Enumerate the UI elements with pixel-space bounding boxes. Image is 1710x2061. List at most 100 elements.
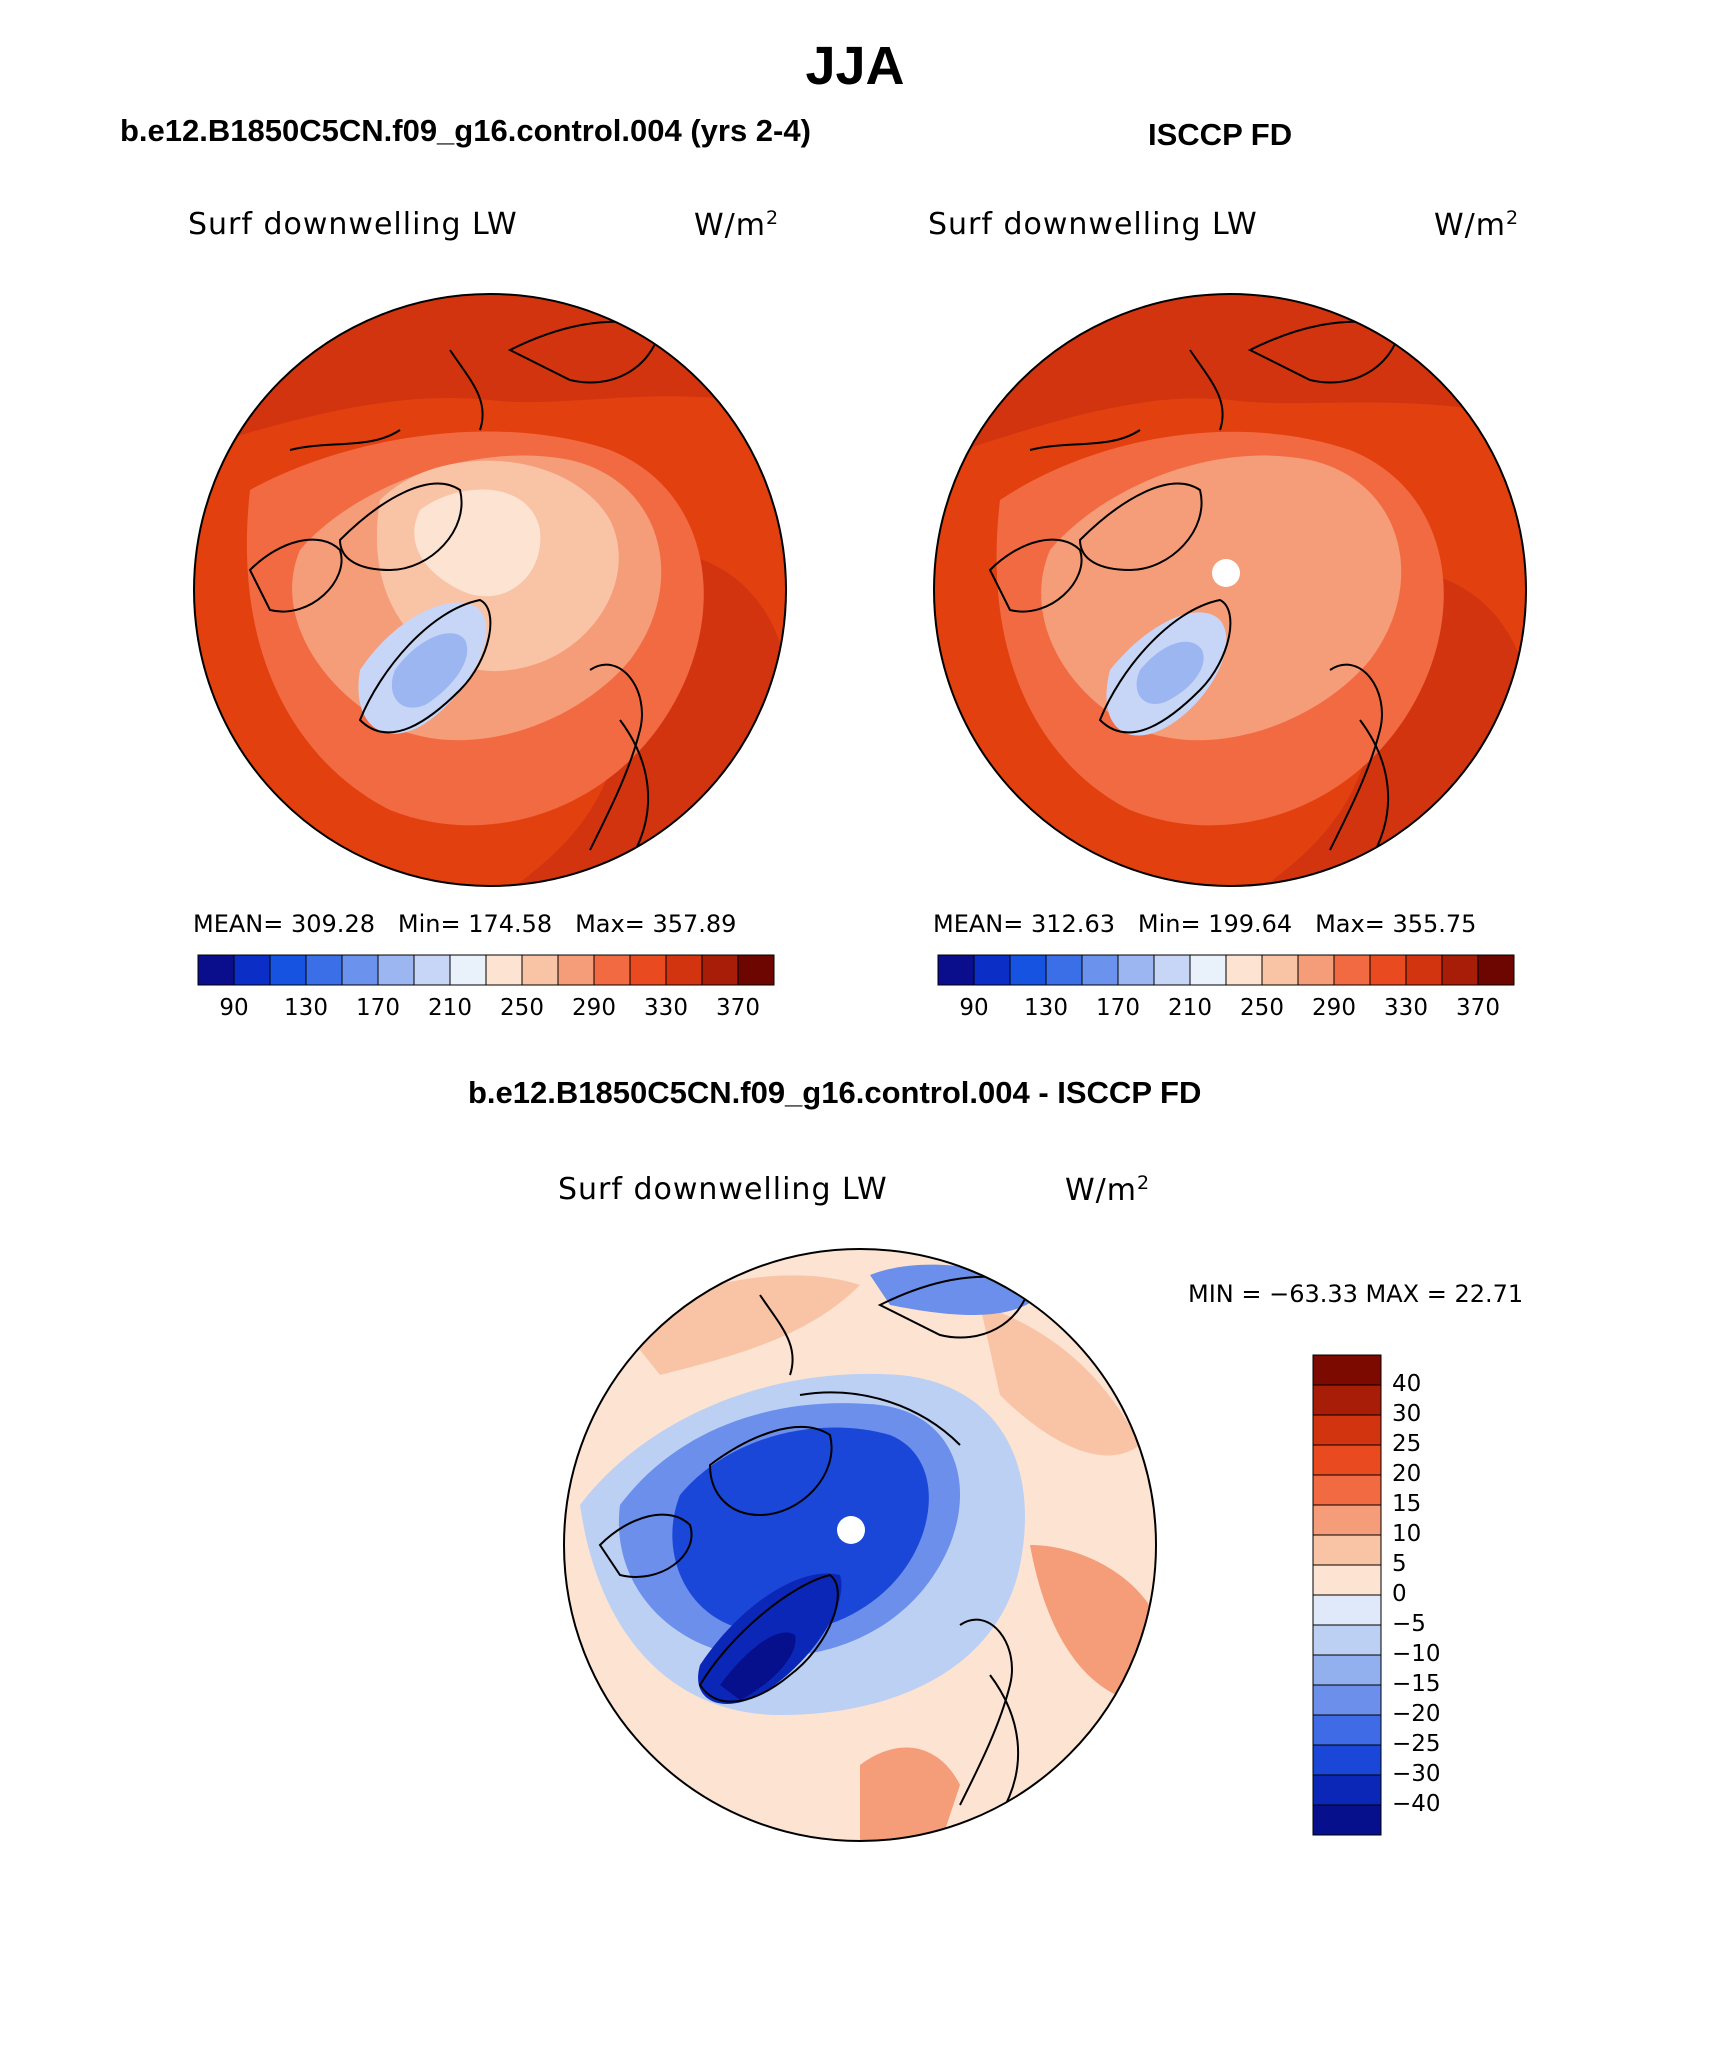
- colorbar-swatch-obs-13: [1405, 954, 1443, 986]
- diff-panel-header: b.e12.B1850C5CN.f09_g16.control.004 - IS…: [468, 1075, 1202, 1110]
- figure-title: JJA: [805, 36, 905, 96]
- colorbar-swatch-model-5: [377, 954, 415, 986]
- diff-variable-label: Surf downwelling LW: [558, 1172, 888, 1207]
- obs-polar-map: [933, 293, 1527, 887]
- colorbar-tick-label: 130: [1024, 995, 1068, 1021]
- colorbar-tick-label: 210: [428, 995, 472, 1021]
- diff-field-pos-ne: [980, 1305, 1140, 1456]
- colorbar-swatch-model-9: [521, 954, 559, 986]
- colorbar-swatch-model-2: [269, 954, 307, 986]
- colorbar-tick-label: 90: [219, 995, 249, 1021]
- diff-colorbar-tick-label: −30: [1392, 1761, 1441, 1787]
- diff-colorbar-swatch-9: [1312, 1624, 1382, 1656]
- diff-colorbar-swatch-13: [1312, 1744, 1382, 1776]
- obs-panel-header: ISCCP FD: [1148, 117, 1293, 152]
- obs-colorbar: [937, 954, 1515, 986]
- colorbar-swatch-obs-7: [1189, 954, 1227, 986]
- colorbar-swatch-obs-0: [937, 954, 975, 986]
- model-stats: MEAN= 309.28 Min= 174.58 Max= 357.89: [193, 910, 737, 938]
- model-polar-map: [193, 293, 787, 887]
- diff-colorbar-swatch-15: [1312, 1804, 1382, 1836]
- diff-colorbar-tick-label: −5: [1392, 1611, 1426, 1637]
- diff-coastlines: [598, 1275, 1032, 1816]
- model-field-greenland-core: [391, 633, 468, 708]
- diff-colorbar-swatch-0: [1312, 1354, 1382, 1386]
- colorbar-swatch-obs-8: [1225, 954, 1263, 986]
- colorbar-tick-label: 250: [500, 995, 544, 1021]
- model-colorbar: [197, 954, 775, 986]
- colorbar-swatch-model-6: [413, 954, 451, 986]
- colorbar-tick-label: 130: [284, 995, 328, 1021]
- obs-units-label: W/m2: [1434, 207, 1520, 243]
- diff-colorbar-tick-label: 0: [1392, 1581, 1407, 1607]
- diff-minmax: MIN = −63.33 MAX = 22.71: [1188, 1280, 1524, 1308]
- diff-colorbar-swatch-14: [1312, 1774, 1382, 1806]
- diff-field-pos-east: [1030, 1545, 1156, 1705]
- obs-coastlines: [988, 320, 1402, 861]
- model-colorbar-ticks: 90 130 170 210 250 290 330 370: [198, 995, 774, 1025]
- diff-colorbar-tick-label: −25: [1392, 1731, 1441, 1757]
- diff-colorbar-tick-label: 25: [1392, 1431, 1422, 1457]
- colorbar-swatch-obs-11: [1333, 954, 1371, 986]
- colorbar-tick-label: 250: [1240, 995, 1284, 1021]
- colorbar-swatch-obs-3: [1045, 954, 1083, 986]
- colorbar-swatch-obs-6: [1153, 954, 1191, 986]
- diff-colorbar-swatch-8: [1312, 1594, 1382, 1626]
- diff-field-pos-south: [860, 1747, 960, 1841]
- colorbar-swatch-obs-10: [1297, 954, 1335, 986]
- colorbar-swatch-obs-1: [973, 954, 1011, 986]
- diff-colorbar-swatch-11: [1312, 1684, 1382, 1716]
- model-variable-label: Surf downwelling LW: [188, 207, 518, 242]
- obs-stats: MEAN= 312.63 Min= 199.64 Max= 355.75: [933, 910, 1477, 938]
- diff-colorbar-tick-label: 5: [1392, 1551, 1407, 1577]
- diff-pole-missing-data: [837, 1516, 865, 1544]
- diff-colorbar-tick-label: 15: [1392, 1491, 1422, 1517]
- diff-field-neg-greenland-core: [720, 1632, 796, 1700]
- obs-field-greenland-core: [1136, 641, 1204, 704]
- colorbar-tick-label: 370: [716, 995, 760, 1021]
- diff-field-neg-strong: [672, 1427, 929, 1633]
- diff-colorbar-tick-label: −40: [1392, 1791, 1441, 1817]
- obs-map-border: [933, 293, 1527, 887]
- diff-map-border: [563, 1248, 1157, 1842]
- colorbar-swatch-model-7: [449, 954, 487, 986]
- model-map-border: [193, 293, 787, 887]
- colorbar-swatch-obs-5: [1117, 954, 1155, 986]
- colorbar-tick-label: 370: [1456, 995, 1500, 1021]
- obs-variable-label: Surf downwelling LW: [928, 207, 1258, 242]
- diff-colorbar-swatch-2: [1312, 1414, 1382, 1446]
- model-coastlines: [248, 320, 662, 861]
- diff-colorbar-tick-label: −10: [1392, 1641, 1441, 1667]
- obs-pole-missing-data: [1212, 559, 1240, 587]
- colorbar-swatch-model-0: [197, 954, 235, 986]
- model-panel-header: b.e12.B1850C5CN.f09_g16.control.004 (yrs…: [120, 113, 811, 148]
- colorbar-swatch-model-13: [665, 954, 703, 986]
- diff-colorbar-tick-label: 30: [1392, 1401, 1422, 1427]
- model-field-arctic-core: [414, 489, 541, 597]
- diff-colorbar-swatch-10: [1312, 1654, 1382, 1686]
- colorbar-swatch-model-8: [485, 954, 523, 986]
- colorbar-swatch-obs-9: [1261, 954, 1299, 986]
- colorbar-swatch-model-3: [305, 954, 343, 986]
- colorbar-swatch-obs-12: [1369, 954, 1407, 986]
- colorbar-tick-label: 330: [1384, 995, 1428, 1021]
- diff-polar-map: [563, 1248, 1157, 1842]
- colorbar-swatch-obs-4: [1081, 954, 1119, 986]
- colorbar-tick-label: 290: [572, 995, 616, 1021]
- colorbar-tick-label: 330: [644, 995, 688, 1021]
- diff-colorbar-tick-label: 20: [1392, 1461, 1422, 1487]
- colorbar-swatch-obs-2: [1009, 954, 1047, 986]
- colorbar-tick-label: 170: [1096, 995, 1140, 1021]
- obs-colorbar-ticks: 90 130 170 210 250 290 330 370: [938, 995, 1514, 1025]
- diff-colorbar-swatch-6: [1312, 1534, 1382, 1566]
- colorbar-swatch-obs-14: [1441, 954, 1479, 986]
- colorbar-swatch-model-15: [737, 954, 775, 986]
- colorbar-swatch-model-10: [557, 954, 595, 986]
- colorbar-swatch-model-4: [341, 954, 379, 986]
- colorbar-swatch-obs-15: [1477, 954, 1515, 986]
- diff-colorbar-swatch-1: [1312, 1384, 1382, 1416]
- diff-colorbar-swatch-12: [1312, 1714, 1382, 1746]
- diff-colorbar-swatch-7: [1312, 1564, 1382, 1596]
- colorbar-swatch-model-12: [629, 954, 667, 986]
- colorbar-tick-label: 90: [959, 995, 989, 1021]
